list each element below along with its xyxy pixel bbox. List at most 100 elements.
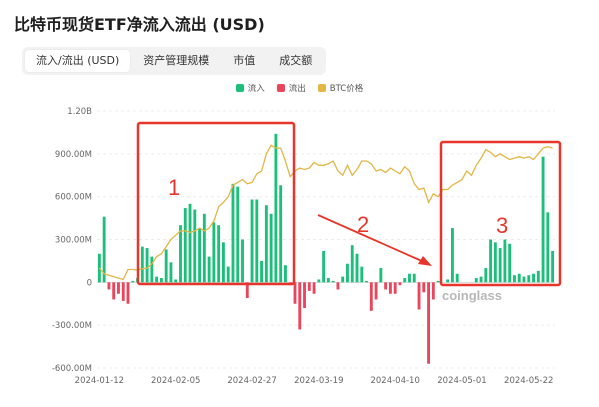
inflow-bar: [217, 225, 221, 283]
inflow-bar: [503, 239, 507, 283]
inflow-bar: [269, 213, 273, 283]
tab-market-cap[interactable]: 市值: [233, 54, 256, 67]
inflow-bar: [169, 262, 173, 283]
annotation-label-3: 3: [496, 213, 508, 238]
inflow-bar: [231, 183, 235, 283]
outflow-bar: [417, 282, 421, 310]
inflow-bar: [179, 225, 182, 283]
y-tick-label: 300.00M: [55, 236, 92, 246]
x-axis-labels: 2024-01-12 2024-02-05 2024-02-27 2024-03-19…: [75, 376, 554, 386]
outflow-bar: [121, 282, 125, 301]
inflow-bar: [159, 278, 163, 283]
outflow-bar: [384, 282, 388, 290]
inflow-bar: [150, 256, 154, 283]
outflow-bar: [336, 282, 340, 290]
inflow-bar: [260, 260, 264, 283]
x-tick-label: 2024-05-22: [504, 376, 553, 386]
inflow-bar: [264, 205, 268, 283]
x-tick-label: 2024-02-27: [227, 376, 276, 386]
chart-legend: 流入 流出 BTC价格: [0, 82, 599, 94]
outflow-bar: [107, 282, 111, 290]
inflow-bar: [513, 275, 516, 283]
y-tick-label: -300.00M: [52, 321, 92, 331]
inflow-bar: [202, 213, 206, 283]
tab-volume[interactable]: 成交额: [279, 54, 313, 67]
inflow-bar: [236, 186, 240, 283]
inflow-bar: [350, 245, 354, 283]
inflow-bar: [212, 222, 216, 283]
y-tick-label: -600.00M: [52, 364, 92, 374]
outflow-bar: [398, 282, 402, 286]
y-tick-label: 600.00M: [55, 193, 92, 203]
inflow-bar: [341, 276, 345, 283]
inflow-bar: [479, 276, 483, 283]
inflow-bar: [527, 275, 531, 283]
inflow-bar: [355, 253, 359, 283]
inflow-bar: [207, 256, 211, 283]
inflow-bar: [183, 208, 187, 283]
inflow-bar: [155, 276, 159, 283]
inflow-bar: [541, 156, 545, 283]
inflow-bar: [250, 199, 254, 283]
x-tick-label: 2024-01-12: [75, 376, 124, 386]
page-title: 比特币现货ETF净流入流出 (USD): [14, 15, 265, 34]
annotation-label-2: 2: [357, 212, 369, 237]
inflow-bar: [536, 270, 540, 283]
outflow-bar: [422, 282, 426, 293]
legend-btc-price-swatch: [317, 84, 326, 92]
inflow-bar: [140, 246, 144, 283]
annotation-box-1: [136, 121, 296, 286]
outflow-bar: [307, 282, 311, 291]
inflow-bar: [97, 253, 101, 283]
outflow-bar: [117, 282, 120, 294]
inflow-bar: [446, 279, 450, 283]
inflow-bar: [284, 265, 287, 283]
chart-grid: [97, 110, 555, 369]
y-tick-label: 0: [87, 278, 92, 288]
inflow-bar: [546, 212, 550, 283]
inflow-bar: [517, 273, 521, 283]
outflow-bar: [374, 282, 378, 300]
inflow-bar: [222, 242, 225, 283]
inflow-bar: [164, 249, 168, 283]
inflow-bar: [317, 279, 321, 283]
legend-btc-price[interactable]: BTC价格: [317, 82, 364, 94]
outflow-bar: [293, 282, 297, 304]
inflow-bar: [474, 278, 478, 283]
outflow-bar: [303, 282, 306, 309]
inflow-bar: [493, 242, 497, 283]
outflow-bar: [112, 282, 116, 300]
outflow-bar: [298, 282, 302, 330]
outflow-bar: [388, 282, 392, 294]
tab-aum[interactable]: 资产管理规模: [143, 54, 210, 67]
tab-bar: 流入/流出 (USD) 资产管理规模 市值 成交额: [22, 47, 327, 75]
legend-outflow[interactable]: 流出: [276, 82, 306, 94]
legend-inflow[interactable]: 流入: [235, 82, 265, 94]
x-tick-label: 2024-03-19: [294, 376, 343, 386]
outflow-bar: [393, 282, 397, 294]
legend-btc-price-label: BTC价格: [329, 84, 364, 94]
y-axis-labels: 1.20B 900.00M 600.00M 300.00M 0 -300.00M -600.…: [52, 107, 92, 374]
y-tick-label: 900.00M: [55, 150, 92, 160]
annotation-label-1: 1: [168, 175, 180, 200]
inflow-bar: [365, 280, 368, 283]
inflow-bar: [174, 279, 178, 283]
inflow-bar: [255, 199, 259, 283]
inflow-bar: [455, 273, 459, 283]
inflow-bar: [274, 133, 278, 283]
inflow-bar: [241, 239, 244, 283]
inflow-bar: [226, 266, 230, 283]
annotation-box-3: [439, 140, 562, 287]
outflow-bar: [431, 282, 435, 300]
annotation-arrow-head: [418, 256, 432, 266]
inflow-bar: [412, 273, 416, 283]
inflow-bar: [484, 268, 488, 283]
watermark-text: coinglass: [442, 288, 502, 303]
flow-bars: [97, 133, 555, 364]
inflow-bar: [322, 250, 326, 283]
inflow-bar: [279, 185, 283, 283]
inflow-bar: [498, 248, 502, 283]
btc-price-line: [98, 144, 553, 281]
tab-flows[interactable]: 流入/流出 (USD): [25, 50, 131, 72]
